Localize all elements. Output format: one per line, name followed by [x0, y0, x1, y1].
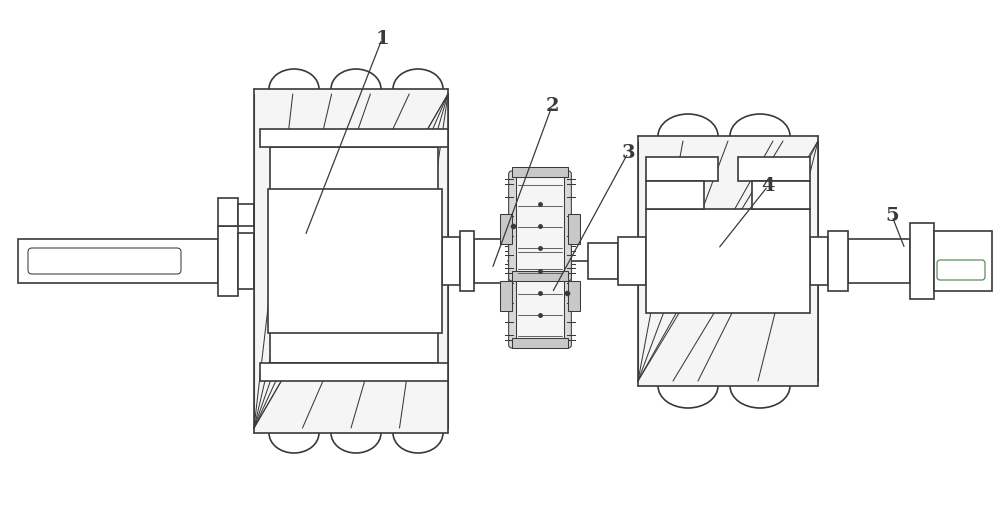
Bar — [254, 89, 448, 433]
Bar — [646, 181, 704, 209]
Bar — [500, 214, 512, 244]
Text: 5: 5 — [885, 207, 899, 225]
Bar — [268, 189, 442, 333]
Bar — [646, 157, 718, 181]
Bar — [828, 231, 848, 291]
Bar — [270, 147, 438, 239]
Text: 1: 1 — [375, 30, 389, 48]
Bar — [512, 167, 568, 177]
Bar — [442, 237, 460, 285]
Bar — [910, 223, 934, 299]
Bar — [516, 177, 564, 276]
Bar — [238, 233, 254, 289]
Bar — [810, 237, 828, 285]
Bar — [218, 198, 238, 226]
Bar — [752, 181, 810, 209]
Text: 3: 3 — [621, 144, 635, 162]
FancyBboxPatch shape — [509, 238, 571, 348]
Bar — [18, 239, 218, 283]
Bar — [588, 243, 618, 279]
Bar — [568, 214, 580, 244]
Bar — [500, 281, 512, 311]
Bar — [568, 281, 580, 311]
Bar — [516, 244, 564, 342]
Bar — [848, 239, 910, 283]
Bar — [638, 136, 818, 386]
Bar — [460, 231, 474, 291]
Bar — [512, 233, 568, 244]
Bar — [218, 226, 238, 296]
FancyBboxPatch shape — [509, 171, 571, 281]
Bar — [260, 363, 448, 381]
Bar — [474, 239, 529, 283]
Bar — [618, 237, 646, 285]
Bar — [738, 157, 810, 181]
Bar — [260, 129, 448, 147]
Text: 2: 2 — [545, 97, 559, 115]
Bar — [270, 283, 438, 363]
Bar — [512, 338, 568, 348]
Bar — [934, 231, 992, 291]
Text: 4: 4 — [761, 177, 775, 195]
Bar — [238, 204, 254, 226]
Bar — [512, 270, 568, 281]
Bar — [646, 209, 810, 313]
